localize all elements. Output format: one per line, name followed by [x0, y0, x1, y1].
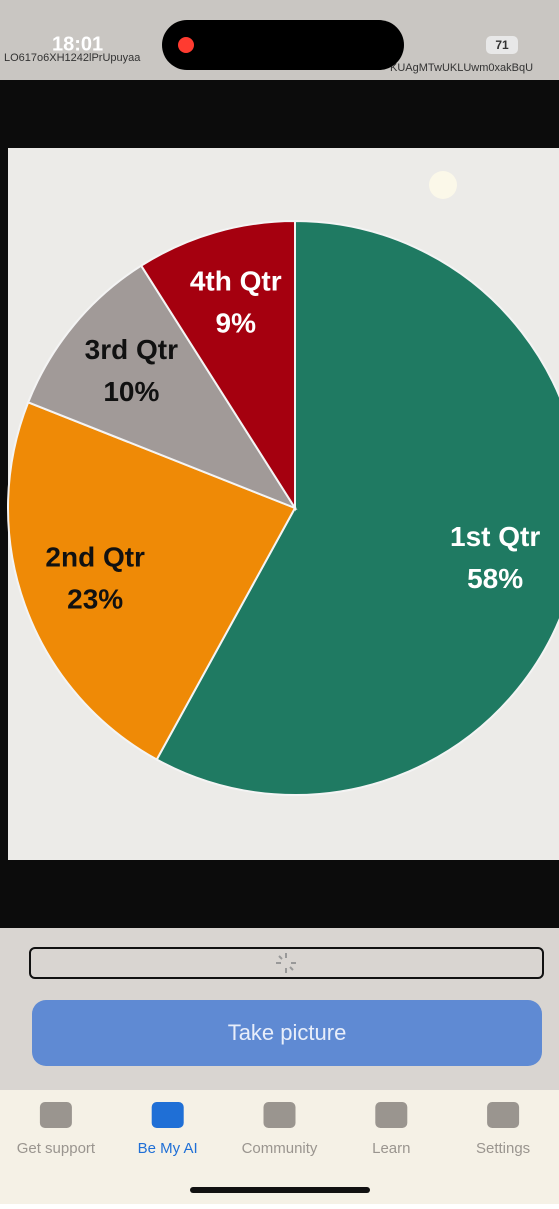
- battery-level: 71: [495, 38, 509, 52]
- url-text: KUAgMTwUKLUwm0xakBqU: [390, 62, 533, 74]
- progress-box: [30, 948, 543, 978]
- slice-value-label: 9%: [216, 307, 257, 338]
- tab-label[interactable]: Learn: [372, 1140, 410, 1157]
- status-time: 18:01: [52, 33, 103, 55]
- slice-category: 2nd Qtr: [45, 541, 145, 572]
- home-indicator: [190, 1187, 370, 1193]
- recording-dot: [178, 37, 194, 53]
- slice-category: 1st Qtr: [450, 521, 540, 552]
- slice-value-label: 23%: [67, 583, 123, 614]
- slice-category: 3rd Qtr: [85, 334, 178, 365]
- screen: LO617o6XH1242lPrUpuyaa KUAgMTwUKLUwm0xak…: [0, 0, 559, 1204]
- tab-icon[interactable]: [375, 1102, 407, 1128]
- button-label[interactable]: Take picture: [228, 1020, 347, 1045]
- tab-icon[interactable]: [40, 1102, 72, 1128]
- dynamic-island: [162, 20, 404, 70]
- glare: [429, 171, 457, 199]
- slice-category: 4th Qtr: [190, 265, 282, 296]
- tab-icon[interactable]: [264, 1102, 296, 1128]
- slice-value-label: 10%: [103, 376, 159, 407]
- page: LO617o6XH1242lPrUpuyaa KUAgMTwUKLUwm0xak…: [0, 0, 559, 1204]
- tab-label[interactable]: Get support: [17, 1140, 96, 1157]
- tab-label[interactable]: Community: [242, 1140, 318, 1157]
- tab-label[interactable]: Settings: [476, 1140, 530, 1157]
- tab-label[interactable]: Be My AI: [138, 1140, 198, 1157]
- slice-value-label: 58%: [467, 563, 523, 594]
- tab-icon[interactable]: [152, 1102, 184, 1128]
- tab-icon[interactable]: [487, 1102, 519, 1128]
- pie-chart: 1st Qtr 58% 2nd Qtr 23% 3rd Qtr 10% 4th Qtr 9%: [8, 221, 559, 795]
